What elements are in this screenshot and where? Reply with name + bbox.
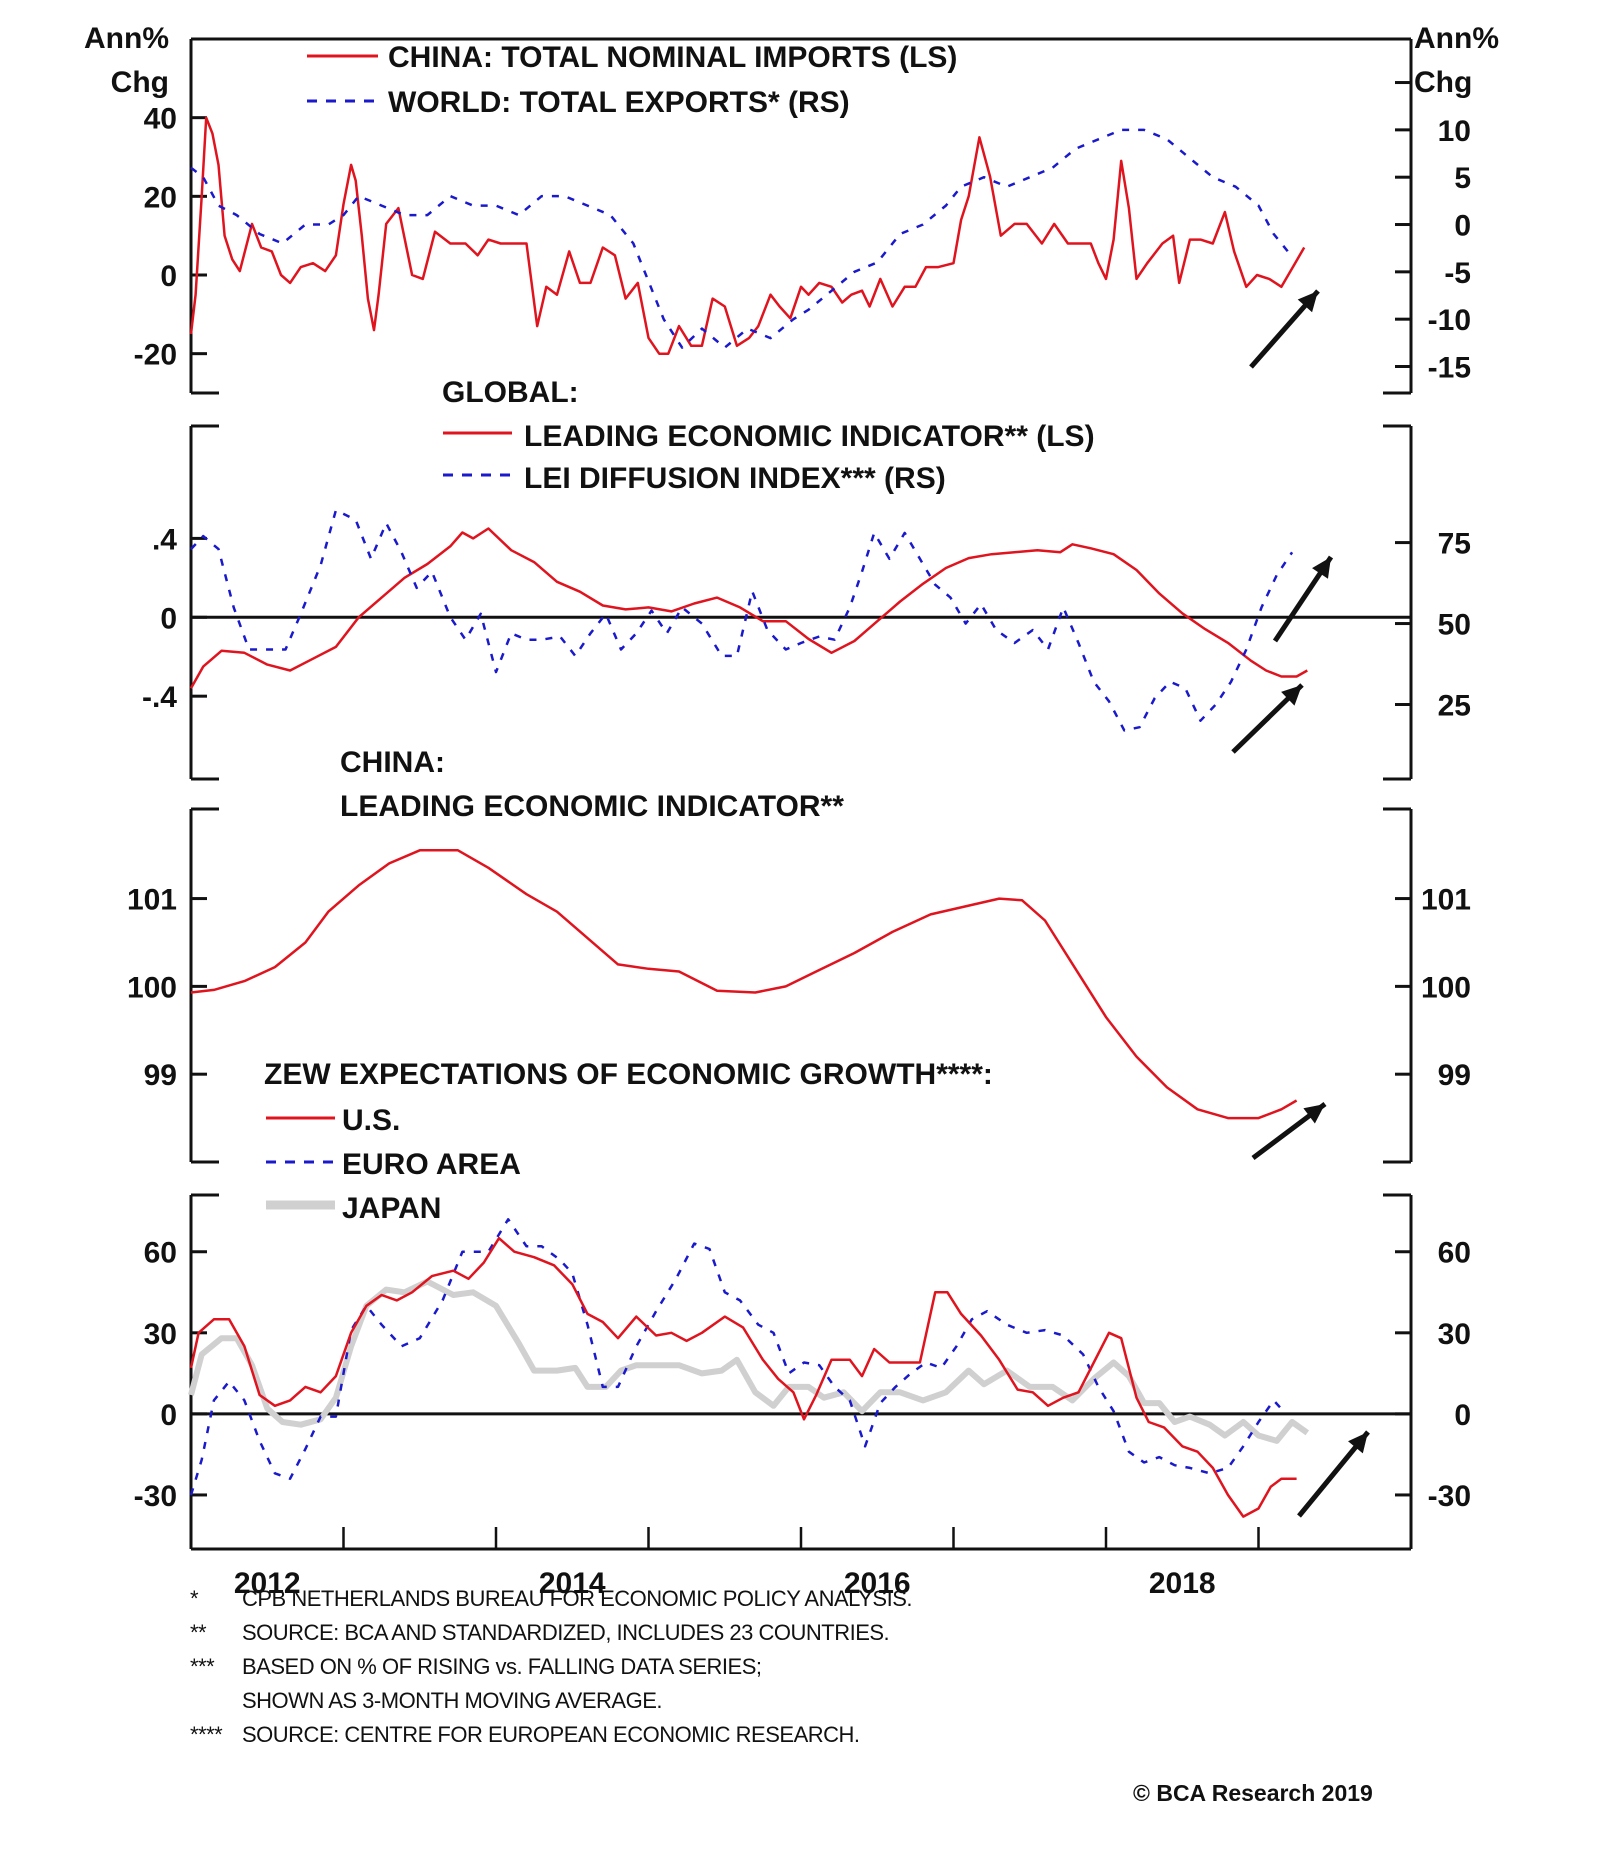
footnote-text: SOURCE: BCA AND STANDARDIZED, INCLUDES 2… <box>242 1620 890 1645</box>
right-tick-label: -15 <box>1428 351 1471 384</box>
right-axis-unit-label: Chg <box>1414 66 1472 99</box>
right-tick-label: 25 <box>1438 690 1471 723</box>
footnote-text: SHOWN AS 3-MONTH MOVING AVERAGE. <box>242 1688 662 1713</box>
right-tick-label: 30 <box>1438 1318 1471 1351</box>
left-tick-label: .4 <box>152 523 177 556</box>
footnote-text: CPB NETHERLANDS BUREAU FOR ECONOMIC POLI… <box>242 1586 913 1611</box>
legend-label-lei-diffusion: LEI DIFFUSION INDEX*** (RS) <box>524 462 946 495</box>
panel-subtitle-china-lei: LEADING ECONOMIC INDICATOR** <box>340 790 844 823</box>
footnote-mark: **** <box>190 1722 223 1747</box>
series-japan <box>188 1278 1310 1444</box>
arrow-icon <box>1272 555 1334 643</box>
left-tick-label: 0 <box>160 260 177 293</box>
arrow-head <box>1312 557 1331 579</box>
left-tick-label: 100 <box>127 971 177 1004</box>
right-tick-label: 101 <box>1421 884 1471 917</box>
right-tick-label: 60 <box>1438 1237 1471 1270</box>
footnote: *** BASED ON % OF RISING vs. FALLING DATA… <box>190 1654 762 1680</box>
footnote: SHOWN AS 3-MONTH MOVING AVERAGE. <box>190 1688 662 1714</box>
panel-global-lei: .4 0 -.4 75 50 25 <box>142 424 1471 781</box>
panel-title-zew: ZEW EXPECTATIONS OF ECONOMIC GROWTH****: <box>264 1058 993 1091</box>
footnote-text: BASED ON % OF RISING vs. FALLING DATA SE… <box>242 1654 762 1679</box>
arrow-head <box>1281 685 1302 706</box>
series-leading-economic-indicator-ls <box>189 527 1308 689</box>
right-tick-label: 5 <box>1454 162 1471 195</box>
legend-label-euro-area: EURO AREA <box>342 1148 521 1181</box>
right-tick-label: 50 <box>1438 609 1471 642</box>
footnote: **** SOURCE: CENTRE FOR EUROPEAN ECONOMIC… <box>190 1722 860 1748</box>
panel-china-lei: 101 100 99 101 100 99 <box>127 807 1471 1164</box>
x-tick-label: 2012 <box>234 1567 301 1600</box>
legend-label-global-lei: LEADING ECONOMIC INDICATOR** (LS) <box>524 420 1095 453</box>
series-euro-area <box>189 1218 1287 1496</box>
left-tick-label: -30 <box>134 1480 177 1513</box>
left-tick-label: 0 <box>160 602 177 635</box>
panel-title-global: GLOBAL: <box>442 376 579 409</box>
legend-label-japan: JAPAN <box>342 1192 441 1225</box>
right-tick-label: 99 <box>1438 1059 1471 1092</box>
footnote-mark: ** <box>190 1620 207 1645</box>
arrow-head <box>1303 1104 1325 1124</box>
arrow-head <box>1348 1432 1368 1454</box>
left-tick-label: 20 <box>144 181 177 214</box>
series-china-leading-economic-indicator <box>190 849 1298 1120</box>
left-tick-label: 60 <box>144 1237 177 1270</box>
right-tick-label: 75 <box>1438 528 1471 561</box>
arrow-head <box>1297 291 1318 313</box>
x-tick-label: 2014 <box>539 1567 606 1600</box>
right-tick-label: -10 <box>1428 304 1471 337</box>
arrow-icon <box>1251 1102 1327 1160</box>
footnote-mark: *** <box>190 1654 215 1679</box>
panel-title-china: CHINA: <box>340 746 445 779</box>
left-tick-label: -.4 <box>142 681 177 714</box>
left-tick-label: -20 <box>134 339 177 372</box>
left-tick-label: 30 <box>144 1318 177 1351</box>
left-tick-label: 101 <box>127 884 177 917</box>
x-tick-label: 2018 <box>1149 1567 1216 1600</box>
left-axis-unit-label: Chg <box>111 66 169 99</box>
footnote-mark: * <box>190 1586 199 1611</box>
arrow-icon <box>1231 683 1304 754</box>
series-lei-diffusion-index-rs <box>190 508 1294 732</box>
arrow-icon <box>1249 289 1320 369</box>
series-china-total-nominal-imports-ls <box>189 116 1306 355</box>
footnote: ** SOURCE: BCA AND STANDARDIZED, INCLUDES… <box>190 1620 890 1646</box>
footnote-text: SOURCE: CENTRE FOR EUROPEAN ECONOMIC RES… <box>242 1722 860 1747</box>
footnote: * CPB NETHERLANDS BUREAU FOR ECONOMIC POL… <box>190 1586 913 1612</box>
legend-label-us: U.S. <box>342 1104 400 1137</box>
legend-label-china-imports: CHINA: TOTAL NOMINAL IMPORTS (LS) <box>388 41 957 74</box>
right-tick-label: 0 <box>1454 210 1471 243</box>
left-tick-label: 99 <box>144 1059 177 1092</box>
x-tick-label: 2016 <box>844 1567 911 1600</box>
left-tick-label: 0 <box>160 1399 177 1432</box>
right-tick-label: 0 <box>1454 1399 1471 1432</box>
right-axis-unit-label: Ann% <box>1414 22 1499 55</box>
series-u-s <box>189 1236 1297 1518</box>
right-tick-label: 10 <box>1438 115 1471 148</box>
copyright: © BCA Research 2019 <box>1133 1780 1373 1806</box>
right-tick-label: -5 <box>1444 257 1471 290</box>
left-tick-label: 40 <box>144 103 177 136</box>
arrow-icon <box>1297 1430 1370 1518</box>
panel-zew: 60 30 0 -30 60 30 0 -30 <box>134 1193 1471 1551</box>
right-tick-label: -30 <box>1428 1480 1471 1513</box>
right-tick-label: 100 <box>1421 971 1471 1004</box>
left-axis-unit-label: Ann% <box>84 22 169 55</box>
legend-label-world-exports: WORLD: TOTAL EXPORTS* (RS) <box>388 86 850 119</box>
panel-china-imports: 40 20 0 -20 10 5 0 -5 -10 -15 Ann% Chg Ann% Chg <box>84 22 1499 395</box>
series-world-total-exports-rs <box>190 128 1290 349</box>
